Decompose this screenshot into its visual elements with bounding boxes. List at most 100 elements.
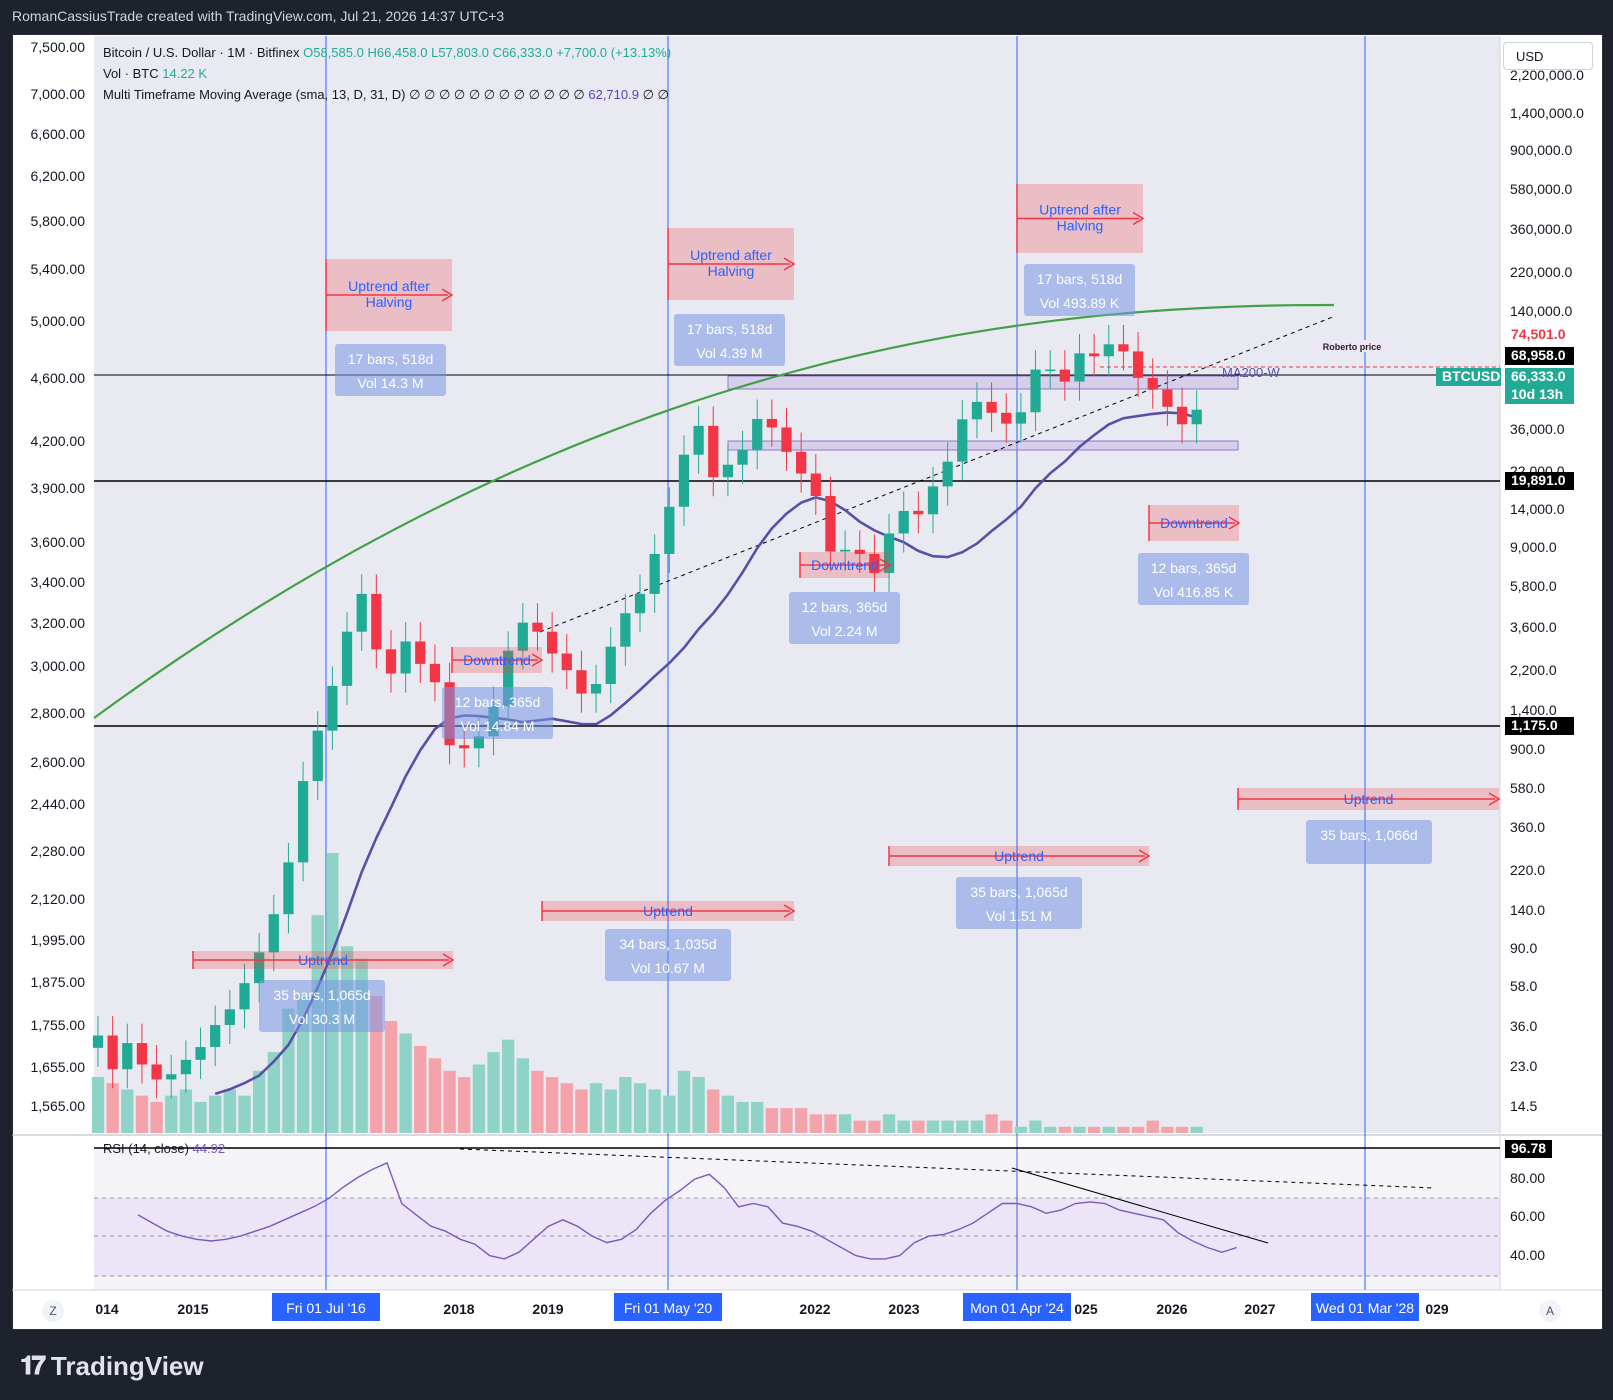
ma200w-label: MA200-W [1222, 365, 1281, 380]
volume-bar [1146, 1120, 1159, 1133]
auto-scale-toggle[interactable]: A [1539, 1300, 1561, 1322]
time-axis-tick: 014 [95, 1301, 119, 1317]
candle-body [810, 473, 821, 496]
timezone-toggle[interactable]: Z [42, 1300, 64, 1322]
right-axis-tick: 900,000.0 [1510, 142, 1572, 158]
right-axis-tick: 36.0 [1510, 1018, 1537, 1034]
volume-bar [1175, 1126, 1189, 1133]
volume-bar [399, 1033, 412, 1133]
candle-body [268, 914, 279, 953]
volume-bar [1014, 1126, 1028, 1133]
volume-bar [794, 1108, 808, 1133]
rsi-line [137, 1161, 1237, 1260]
volume-bar [589, 1083, 603, 1133]
volume-bar [545, 1077, 559, 1133]
candle-body [341, 631, 353, 686]
tradingview-brand: TradingView [50, 1350, 204, 1381]
right-axis-tick: 3,600.0 [1510, 619, 1557, 635]
stats-box-10-box [1306, 820, 1432, 864]
candle-body [664, 506, 675, 554]
price-tag-high-bg [1505, 326, 1574, 344]
uptrend-1: Uptrend [192, 951, 455, 969]
downtrend-3-arrowhead [1228, 516, 1241, 530]
rsi-trendline [1011, 1167, 1269, 1244]
candle-body [429, 663, 441, 683]
volume-value: 14.22 K [162, 66, 208, 81]
candle-body [986, 401, 997, 413]
right-axis-tick: 900.0 [1510, 741, 1545, 757]
volume-bar [252, 1070, 266, 1133]
right-axis-tick: 1,400,000.0 [1510, 105, 1584, 121]
right-axis-tick: 58.0 [1510, 978, 1537, 994]
right-axis-tick: 220,000.0 [1510, 264, 1572, 280]
volume-bar [472, 1064, 486, 1133]
stats-box-10-bars: 35 bars, 1,066d [1320, 827, 1417, 843]
uptrend-2-arrowhead [783, 904, 796, 918]
stats-box-8-box [605, 929, 731, 981]
date-label: Mon 01 Apr '24 [970, 1300, 1064, 1316]
stats-box-6-box [1138, 553, 1249, 605]
stats-box-6-bars: 12 bars, 365d [1151, 560, 1237, 576]
candle-body [957, 419, 968, 462]
symbol-tag-bg [1436, 368, 1501, 386]
candle-body [1015, 412, 1027, 424]
volume-bar [209, 1095, 222, 1133]
uptrend-1-label: Uptrend [298, 952, 348, 968]
date-label-bg [1311, 1293, 1419, 1321]
candle-body [415, 641, 426, 664]
right-axis-tick: 36,000.0 [1510, 421, 1565, 437]
stats-box-1: 17 bars, 518d Vol 14.3 M [335, 344, 446, 396]
time-axis-tick: 2023 [888, 1301, 919, 1317]
candle-body [708, 425, 719, 478]
volume-bar [707, 1089, 720, 1133]
left-axis-tick: 3,000.00 [31, 658, 86, 674]
candle-body [254, 952, 265, 984]
volume-bar [1087, 1126, 1101, 1133]
candle-body [898, 510, 909, 534]
price-tag-level-bg [1505, 347, 1574, 365]
candle-body [561, 653, 572, 671]
volume-bar [824, 1114, 837, 1133]
rsi-axis-tick: 40.00 [1510, 1247, 1545, 1263]
volume-bar [721, 1095, 735, 1133]
stats-box-4: 12 bars, 365d Vol 14.84 M [442, 687, 553, 739]
time-axis-tick: 2022 [799, 1301, 830, 1317]
volume-bar [897, 1120, 910, 1133]
rsi-axis-tick: 80.00 [1510, 1170, 1545, 1186]
candle-body [693, 425, 704, 455]
right-axis-tick: 90.0 [1510, 940, 1537, 956]
volume-bar [853, 1120, 866, 1133]
ma200w-line [214, 411, 1198, 1096]
left-axis-tick: 3,900.00 [31, 480, 86, 496]
candle-body [620, 613, 631, 647]
stats-box-7-box [259, 980, 385, 1032]
candle-body [913, 510, 924, 515]
legend-close: C66,333.0 [492, 45, 553, 60]
candle-body [796, 451, 807, 474]
date-label: Fri 01 May '20 [624, 1300, 712, 1316]
downtrend-2: Downtrend [799, 552, 892, 578]
candle-body [766, 418, 777, 428]
candle-body [1176, 406, 1188, 425]
downtrend-2-label: Downtrend [811, 557, 879, 573]
right-axis-tick: 1,400.0 [1510, 702, 1557, 718]
candle-body [371, 593, 382, 650]
candle-body [327, 685, 338, 731]
price-tag-low: 1,175.0 [1511, 717, 1558, 733]
volume-bar [428, 1058, 442, 1133]
candle-body [151, 1064, 162, 1080]
stats-box-4-vol: Vol 14.84 M [461, 718, 535, 734]
volume-bar [516, 1058, 529, 1133]
candle-body [224, 1009, 235, 1025]
currency-button[interactable]: USD [1503, 42, 1593, 70]
legend-rsi: RSI (14, close) 44.92 [103, 1141, 225, 1156]
candle-body [1191, 409, 1202, 425]
stats-box-3-vol: Vol 493.89 K [1040, 295, 1120, 311]
volume-bar [384, 1021, 398, 1133]
left-axis-tick: 6,600.00 [31, 126, 86, 142]
stats-box-7: 35 bars, 1,065d Vol 30.3 M [259, 980, 385, 1032]
legend-open: O58,585.0 [303, 45, 364, 60]
range-box [727, 375, 1239, 390]
price-tag-low-bg [1505, 717, 1574, 735]
